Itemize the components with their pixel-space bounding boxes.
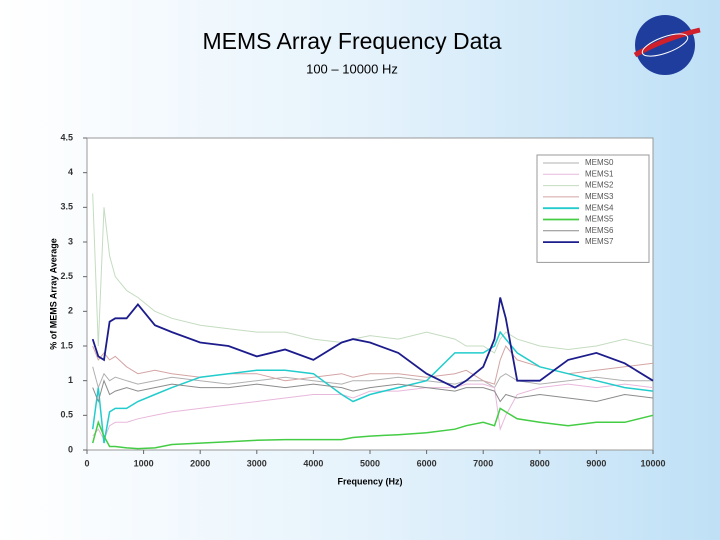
x-tick-label: 2000 [190, 458, 210, 468]
y-tick-label: 4 [68, 167, 73, 177]
x-tick-label: 4000 [303, 458, 323, 468]
series-line [91, 407, 654, 450]
legend-label: MEMS1 [585, 169, 614, 178]
x-tick-label: 1000 [134, 458, 154, 468]
y-tick-label: 3 [68, 236, 73, 246]
series-line [92, 379, 654, 404]
series-line [91, 330, 654, 444]
x-tick-label: 9000 [586, 458, 606, 468]
legend-label: MEMS2 [585, 181, 614, 190]
legend-label: MEMS7 [585, 237, 614, 246]
legend-label: MEMS6 [585, 226, 614, 235]
x-tick-label: 3000 [247, 458, 267, 468]
y-tick-label: 1.5 [60, 340, 73, 350]
logo [633, 15, 701, 75]
series-line [92, 345, 654, 385]
legend-label: MEMS3 [585, 192, 614, 201]
chart-title: MEMS Array Frequency Data [202, 28, 501, 54]
y-tick-label: 0 [68, 444, 73, 454]
x-tick-label: 7000 [473, 458, 493, 468]
series-line [92, 383, 654, 441]
x-tick-label: 8000 [530, 458, 550, 468]
legend-label: MEMS4 [585, 203, 614, 212]
y-tick-label: 2.5 [60, 271, 73, 281]
x-tick-label: 5000 [360, 458, 380, 468]
x-axis-label: Frequency (Hz) [337, 476, 402, 486]
y-axis-label: % of MEMS Array Average [48, 238, 58, 350]
chart-subtitle: 100 – 10000 Hz [306, 61, 398, 76]
x-tick-label: 0 [84, 458, 89, 468]
y-tick-label: 0.5 [60, 410, 73, 420]
x-tick-label: 10000 [640, 458, 665, 468]
y-tick-label: 1 [68, 375, 73, 385]
x-tick-label: 6000 [417, 458, 437, 468]
legend-box [536, 154, 650, 263]
y-tick-label: 3.5 [60, 202, 73, 212]
series-line [91, 297, 654, 389]
legend-label: MEMS0 [585, 158, 614, 167]
y-tick-label: 2 [68, 306, 73, 316]
legend-label: MEMS5 [585, 215, 614, 224]
y-tick-label: 4.5 [60, 132, 73, 142]
